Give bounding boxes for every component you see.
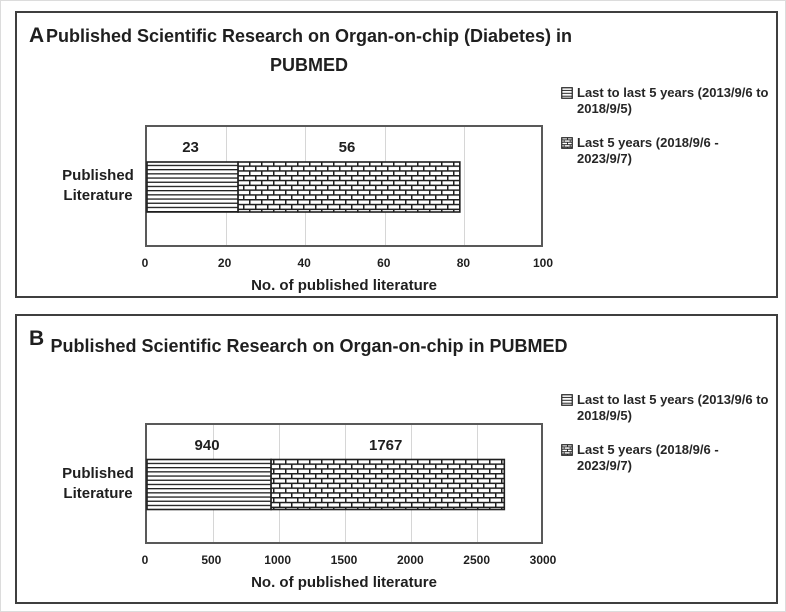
x-tick-label: 0 <box>141 256 149 270</box>
bar-segment-bricks <box>237 161 461 213</box>
panel-letter: B <box>29 327 45 350</box>
x-tick-label: 100 <box>532 256 554 270</box>
category-label: Published Literature <box>62 167 134 204</box>
chart-title: Published Scientific Research on Organ-o… <box>50 336 568 356</box>
panel-b: B Published Scientific Research on Organ… <box>15 314 778 604</box>
legend-item-label: Last to last 5 years (2013/9/6 to 2018/9… <box>577 392 769 423</box>
legend-item-label: Last to last 5 years (2013/9/6 to 2018/9… <box>577 85 769 116</box>
x-tick-label: 0 <box>141 553 149 567</box>
x-tick-label: 500 <box>201 553 222 567</box>
x-tick-label: 60 <box>377 256 391 270</box>
x-axis-title: No. of published literature <box>251 574 437 591</box>
legend-swatch-hlines-icon <box>561 394 573 406</box>
x-axis-title: No. of published literature <box>251 277 437 294</box>
legend-item: Last to last 5 years (2013/9/6 to 2018/9… <box>561 85 779 116</box>
panel-letter: A <box>29 24 45 47</box>
legend-swatch-bricks-icon <box>561 444 573 456</box>
chart-title: Published Scientific Research on Organ-o… <box>45 26 573 75</box>
x-tick-label: 20 <box>217 256 232 270</box>
category-label: Published Literature <box>62 464 134 502</box>
x-tick-label: 1500 <box>330 553 358 567</box>
x-tick-label: 2500 <box>463 553 491 567</box>
x-tick-label: 80 <box>456 256 471 270</box>
legend: Last to last 5 years (2013/9/6 to 2018/9… <box>561 85 779 185</box>
x-tick-label: 40 <box>297 256 311 270</box>
value-label: 1767 <box>369 436 403 454</box>
legend: Last to last 5 years (2013/9/6 to 2018/9… <box>561 392 779 492</box>
stacked-bar <box>146 161 461 213</box>
legend-item: Last to last 5 years (2013/9/6 to 2018/9… <box>561 392 779 423</box>
gridline <box>463 127 465 245</box>
legend-swatch-hlines-icon <box>561 87 573 99</box>
x-tick-label: 3000 <box>529 553 557 567</box>
panel-a: A Published Scientific Research on Organ… <box>15 11 778 298</box>
stacked-bar <box>146 458 506 511</box>
value-label: 23 <box>182 139 199 156</box>
legend-swatch-bricks-icon <box>561 137 573 149</box>
legend-item-label: Last 5 years (2018/9/6 - 2023/9/7) <box>577 442 719 473</box>
legend-item-label: Last 5 years (2018/9/6 - 2023/9/7) <box>577 135 719 166</box>
plot-area <box>145 125 543 247</box>
value-label: 940 <box>194 436 220 454</box>
legend-item: Last 5 years (2018/9/6 - 2023/9/7) <box>561 442 779 473</box>
plot-area <box>145 423 543 544</box>
bar-segment-horizontal-lines <box>146 458 272 511</box>
bar-segment-horizontal-lines <box>146 161 239 213</box>
x-tick-label: 2000 <box>396 553 424 567</box>
value-label: 56 <box>338 139 356 156</box>
x-tick-label: 1000 <box>264 553 292 567</box>
bar-segment-bricks <box>270 458 506 511</box>
legend-item: Last 5 years (2018/9/6 - 2023/9/7) <box>561 135 779 166</box>
